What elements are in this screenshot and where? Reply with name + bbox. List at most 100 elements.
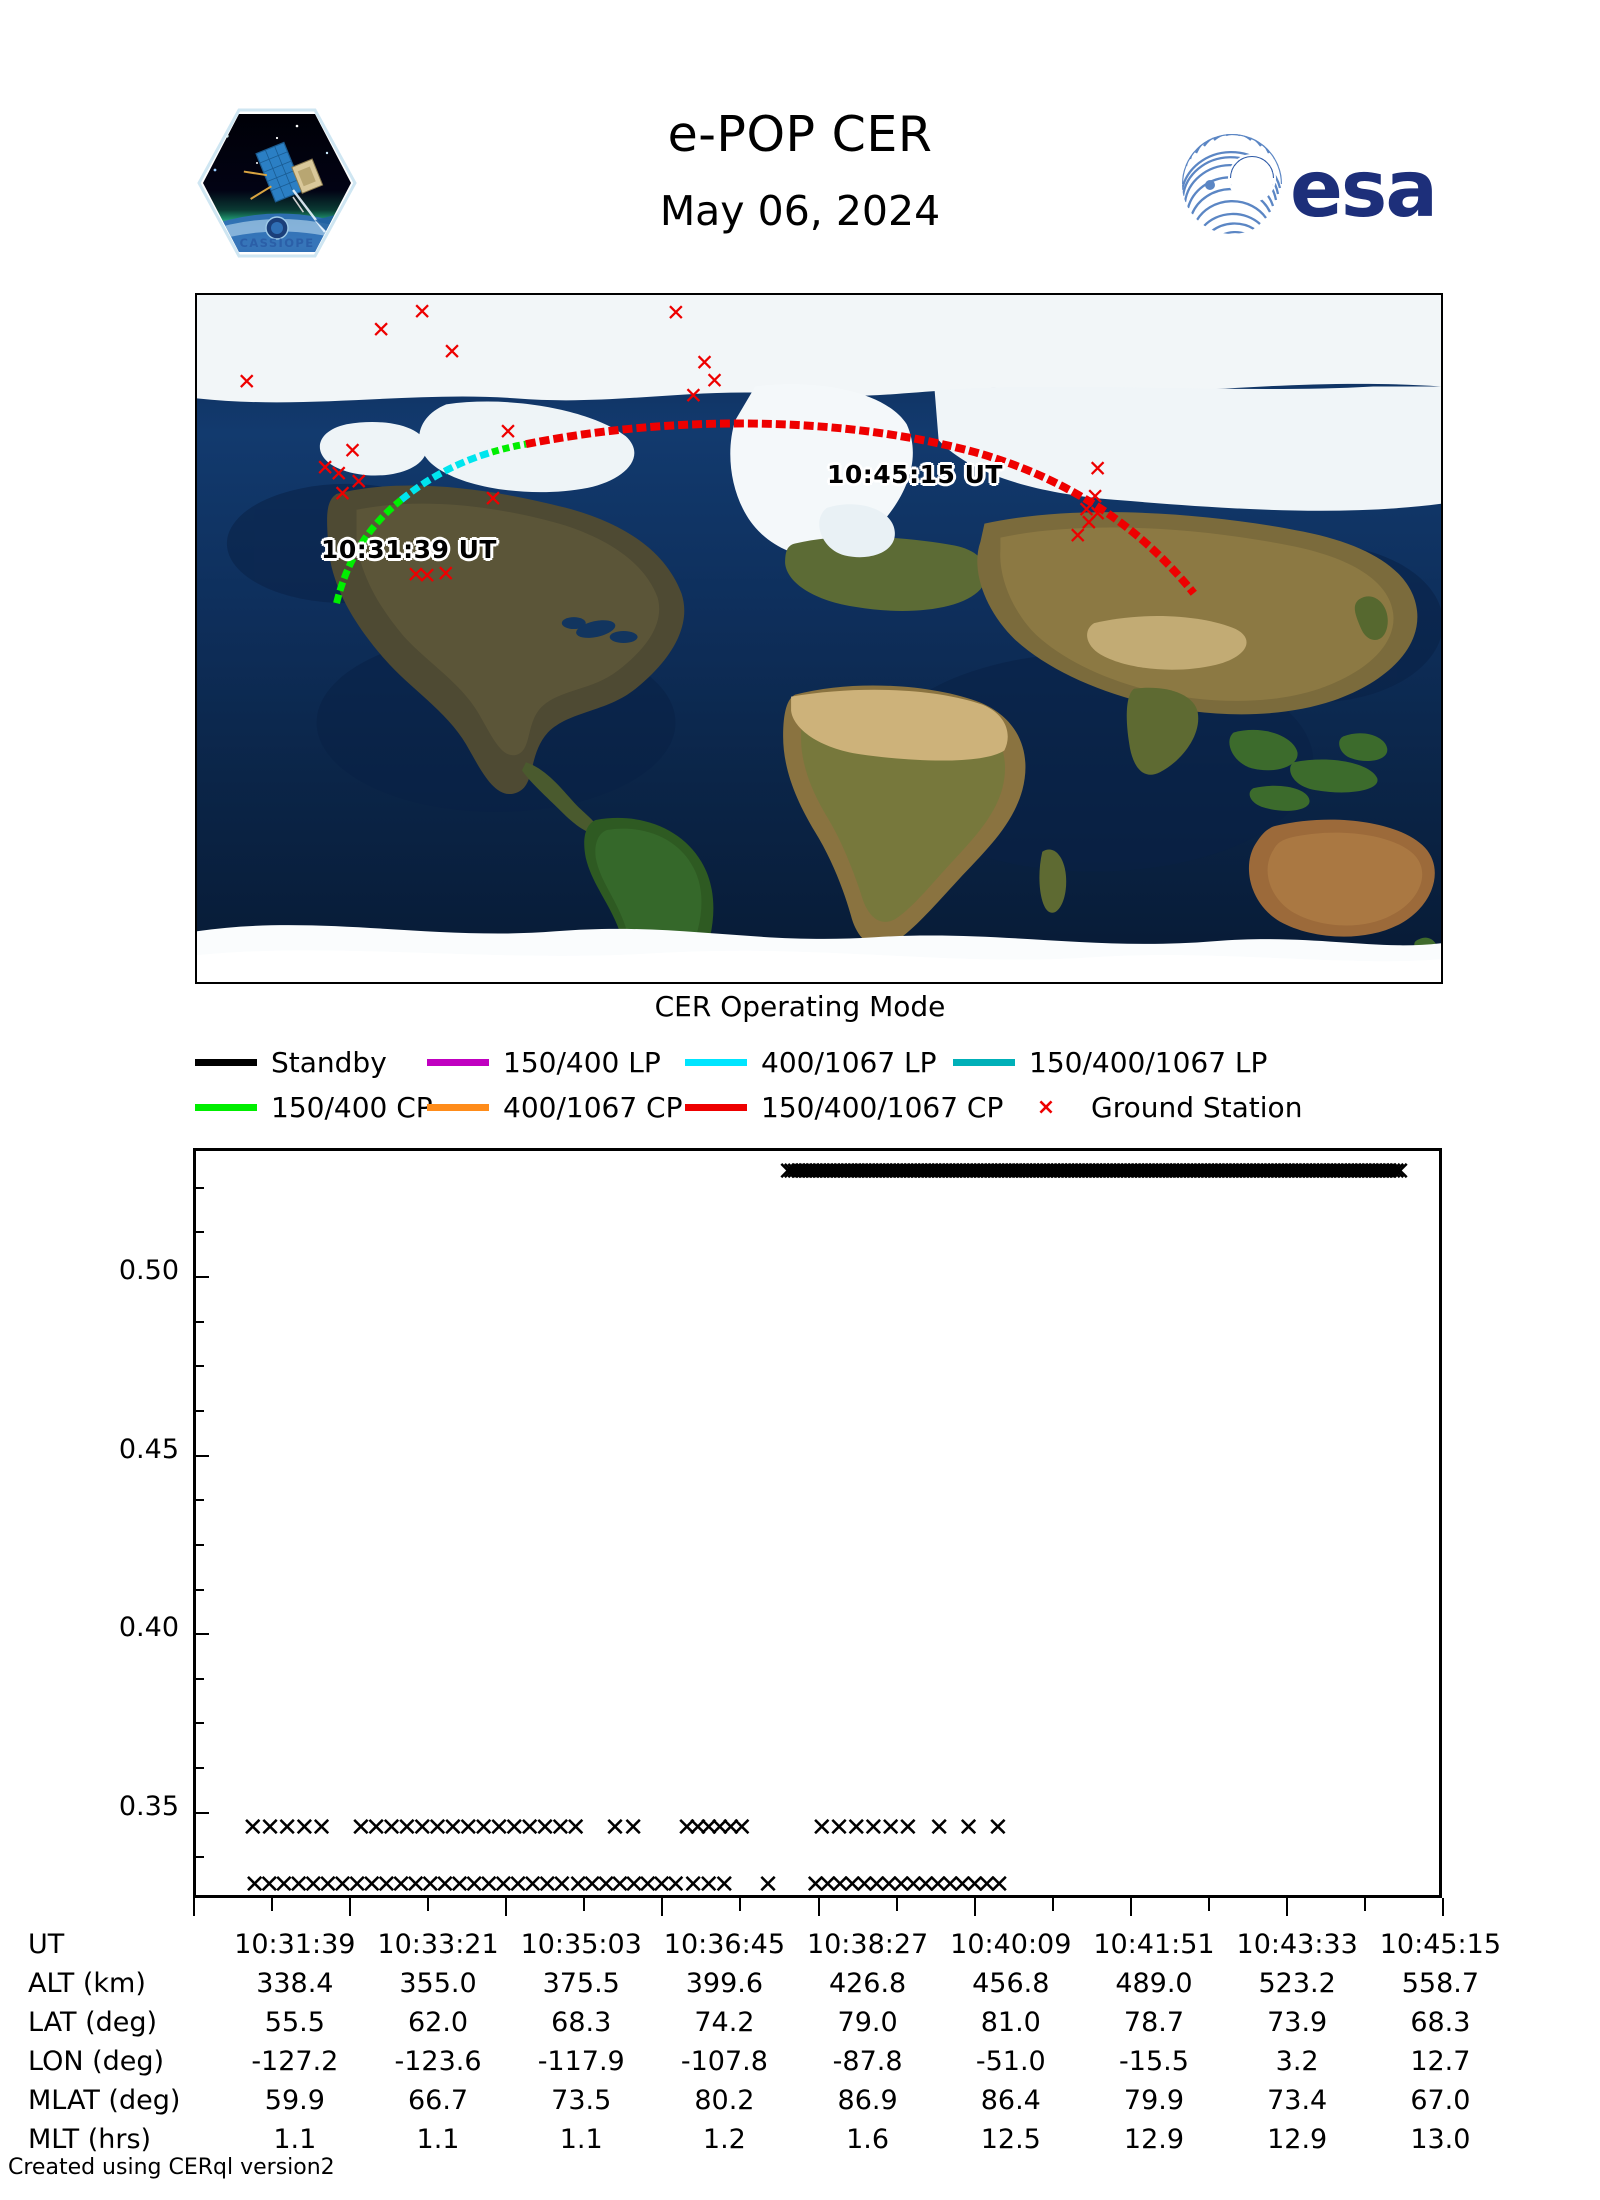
table-row-label: UT [28,1929,65,1960]
y-axis-tick [196,1633,209,1636]
y-axis-minor-tick [196,1677,204,1680]
table-row: UT 10:31:39 10:33:21 10:35:03 10:36:45 10:38:… [28,1925,1512,1964]
data-point-marker: ✕ [927,1157,950,1188]
table-row: LON (deg) -127.2 -123.6 -117.9 -107.8 -87.8 -5… [28,2042,1512,2081]
y-axis-tick-label: 0.45 [118,1433,179,1465]
data-point-marker: ✕ [1322,1157,1345,1188]
data-point-marker: ✕ [1147,1157,1170,1188]
data-point-marker: ✕ [1039,1157,1062,1188]
data-point-marker: ✕ [1238,1157,1261,1188]
svg-text:CASSIOPE: CASSIOPE [240,236,315,250]
data-point-marker: ✕ [1287,1157,1310,1188]
data-point-marker: ✕ [346,1869,369,1900]
data-point-marker: ✕ [1256,1157,1279,1188]
table-cell: -123.6 [394,2046,482,2077]
data-point-marker: ✕ [951,1157,974,1188]
legend-label: 150/400 CP [271,1091,433,1124]
data-point-marker: ✕ [777,1157,799,1188]
data-point-marker: ✕ [349,1812,372,1843]
table-row-label: MLAT (deg) [28,2085,181,2116]
data-point-marker: ✕ [534,1812,556,1843]
data-point-marker: ✕ [567,1869,590,1900]
table-cell: 59.9 [264,2085,325,2116]
data-point-marker: ✕ [1378,1157,1401,1188]
table-cell: 10:45:15 [1379,1929,1501,1960]
data-point-marker: ✕ [937,1157,960,1188]
data-point-marker: ✕ [426,1812,449,1843]
data-point-marker: ✕ [864,1157,887,1188]
data-point-marker: ✕ [939,1869,962,1900]
data-point-marker: ✕ [609,1869,631,1900]
data-point-marker: ✕ [1382,1157,1404,1188]
table-cell: 67.0 [1410,2085,1471,2116]
data-point-marker: ✕ [375,1869,398,1900]
data-point-marker: ✕ [804,1869,827,1900]
data-point-marker: ✕ [986,1157,1009,1188]
x-axis-tick [973,1898,976,1916]
cassiope-logo-icon: CASSIOPE [197,108,357,258]
data-point-marker: ✕ [1305,1157,1327,1188]
ground-station-marker: ✕ [1068,523,1088,550]
table-cell: 338.4 [256,1968,334,1999]
legend-color-swatch [685,1104,747,1111]
track-segment-green-2 [491,440,527,456]
data-point-marker: ✕ [360,1869,383,1900]
legend-item-150-400-lp: 150/400 LP [427,1046,685,1079]
data-point-marker: ✕ [1105,1157,1128,1188]
data-point-marker: ✕ [928,1812,951,1843]
legend-color-swatch [427,1104,489,1111]
data-point-marker: ✕ [258,1869,281,1900]
data-point-marker: ✕ [1186,1157,1209,1188]
legend-item-400-1067-lp: 400/1067 LP [685,1046,953,1079]
data-point-marker: ✕ [1060,1157,1083,1188]
data-point-marker: ✕ [854,1157,876,1188]
table-cell: 80.2 [694,2085,755,2116]
data-point-marker: ✕ [1154,1157,1177,1188]
data-point-marker: ✕ [1266,1157,1289,1188]
x-axis-tick [271,1898,274,1911]
data-point-marker: ✕ [1203,1157,1226,1188]
table-cell: 1.1 [273,2124,317,2155]
data-point-marker: ✕ [1067,1157,1090,1188]
data-point-marker: ✕ [1084,1157,1107,1188]
table-cell: -51.0 [975,2046,1046,2077]
data-point-marker: ✕ [730,1812,753,1843]
legend-row: 150/400 CP 400/1067 CP 150/400/1067 CP × Gro… [195,1085,1445,1130]
table-cell: 12.7 [1410,2046,1471,2077]
data-point-marker: ✕ [868,1157,890,1188]
data-point-marker: ✕ [914,1869,937,1900]
data-point-marker: ✕ [365,1812,388,1843]
data-point-marker: ✕ [1077,1157,1100,1188]
table-cell: 10:38:27 [806,1929,929,1960]
data-point-marker: ✕ [390,1869,412,1900]
data-point-marker: ✕ [934,1157,957,1188]
y-axis-minor-tick [196,1499,204,1502]
table-cell: 74.2 [694,2007,755,2038]
data-point-marker: ✕ [1000,1157,1023,1188]
data-point-marker: ✕ [1350,1157,1373,1188]
data-point-marker: ✕ [930,1157,953,1188]
ephemeris-table-grid: UT 10:31:39 10:33:21 10:35:03 10:36:45 10:38:… [28,1925,1512,2159]
ground-station-marker: ✕ [704,368,725,395]
data-point-marker: ✕ [604,1812,626,1843]
data-point-marker: ✕ [899,1157,922,1188]
table-row-label: LAT (deg) [28,2007,158,2038]
data-point-marker: ✕ [1151,1157,1174,1188]
data-point-marker: ✕ [1056,1157,1079,1188]
data-point-marker: ✕ [708,1812,731,1843]
legend-item-150-400-1067-cp: 150/400/1067 CP [685,1091,1015,1124]
data-point-marker: ✕ [975,1869,998,1900]
ground-station-marker: ✕ [1088,456,1108,483]
data-point-marker: ✕ [969,1157,992,1188]
data-point-marker: ✕ [682,1869,704,1900]
data-point-marker: ✕ [1385,1157,1408,1188]
x-axis-tick [427,1898,430,1911]
data-point-marker: ✕ [828,1812,850,1843]
data-point-marker: ✕ [595,1869,617,1900]
table-cell: 13.0 [1410,2124,1471,2155]
data-point-marker: ✕ [1137,1157,1160,1188]
data-point-marker: ✕ [993,1157,1016,1188]
data-point-marker: ✕ [1063,1157,1086,1188]
world-map-panel: ✕ ✕ ✕ ✕ ✕ ✕ ✕ ✕ ✕ ✕ ✕ ✕ ✕ ✕ ✕ ✕ ✕ ✕ ✕ ✕ ✕ ✕ ✕ ✕ 10:31:39 UT 10:… [195,293,1443,984]
table-cell: 73.5 [551,2085,612,2116]
